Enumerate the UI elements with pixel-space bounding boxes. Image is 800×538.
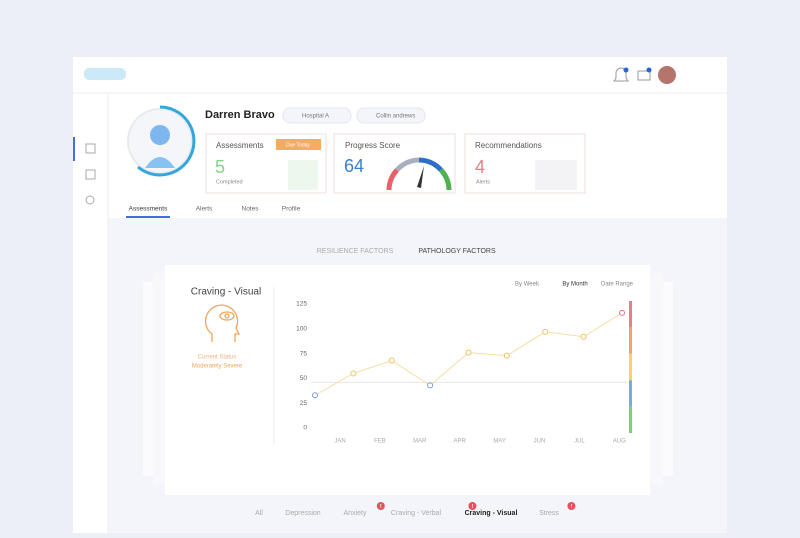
card-caption: Completed: [216, 179, 243, 185]
severity-band: [629, 353, 632, 381]
y-tick-label: 25: [300, 400, 308, 407]
point: [427, 382, 434, 389]
avatar-progress: [137, 105, 196, 177]
avatar-head: [150, 125, 170, 145]
hospital: Hospital A: [302, 114, 329, 120]
factor-tabs: RESILIENCE FACTORS PATHOLOGY FACTORS: [317, 248, 496, 255]
range-option[interactable]: By Week: [515, 282, 540, 288]
y-tick-label: 75: [300, 350, 308, 357]
card-value: 4: [475, 157, 485, 177]
category-tab[interactable]: Depression: [285, 510, 321, 517]
header-icons: [613, 66, 676, 84]
x-tick-label: JAN: [334, 439, 345, 445]
chart-title: Craving - Visual: [191, 287, 261, 298]
x-tick-label: MAY: [493, 439, 506, 445]
factor-tab[interactable]: PATHOLOGY FACTORS: [418, 248, 496, 255]
alert-mark: !: [380, 504, 382, 510]
point: [350, 370, 357, 377]
badge-text: Due Today: [286, 142, 310, 148]
severity-band: [629, 380, 632, 407]
card-title: Recommendations: [475, 141, 542, 150]
plot: By Week By Month Date Range 0 25 50 75 100 125 JA…: [296, 282, 634, 445]
chart-card: [165, 265, 650, 495]
point: [580, 333, 587, 340]
patient-name: Darren Bravo: [205, 109, 275, 121]
x-tick-label: JUN: [534, 439, 546, 445]
alert-mark: !: [471, 504, 473, 510]
tab[interactable]: Alerts: [196, 206, 213, 213]
point: [465, 349, 472, 356]
hospital-chip: [282, 107, 352, 124]
bell-icon[interactable]: [613, 67, 629, 82]
severity-band: [629, 406, 632, 433]
card-caption: Alerts: [476, 179, 490, 185]
bottom-tabs: All Depression Anxiety!Craving - Verbal!Cr…: [255, 502, 576, 517]
tab[interactable]: Notes: [242, 206, 260, 213]
gauge: [386, 157, 452, 191]
factor-tab[interactable]: RESILIENCE FACTORS: [317, 248, 394, 255]
alert-badge: [376, 502, 385, 510]
range-option[interactable]: Date Range: [601, 282, 634, 288]
dot: [623, 67, 629, 73]
dot: [646, 67, 652, 73]
category-tab[interactable]: All: [255, 510, 263, 517]
card-title: Assessments: [216, 141, 264, 150]
tab-underline: [126, 216, 170, 218]
head-icon: [204, 304, 241, 342]
point: [503, 352, 510, 359]
x-tick-label: APR: [454, 439, 467, 445]
illustration: [535, 160, 577, 190]
range-option[interactable]: By Month: [562, 282, 587, 288]
doctor: Collin andrews: [376, 114, 415, 120]
avatar[interactable]: [658, 66, 676, 84]
x-tick-label: JUL: [574, 439, 585, 445]
illustration: [288, 160, 318, 190]
x-tick-label: FEB: [374, 439, 386, 445]
mail-icon[interactable]: [637, 70, 651, 81]
y-tick-label: 125: [296, 301, 307, 308]
status: Moderately Severe: [192, 364, 243, 370]
tab[interactable]: Profile: [282, 206, 301, 213]
severity-band: [629, 301, 632, 328]
card-value: 64: [344, 156, 364, 176]
sidebar-active: [73, 137, 75, 161]
alert-badge: [468, 502, 477, 510]
tabs: Assessments Alerts Notes Profile: [126, 206, 301, 218]
status-label: Current Status: [198, 355, 237, 361]
x-tick-label: AUG: [613, 439, 626, 445]
doctor-chip: [356, 107, 426, 124]
logo: [84, 68, 126, 80]
card-value: 5: [215, 157, 225, 177]
nav-icon[interactable]: [85, 195, 95, 205]
nav-icon[interactable]: [85, 143, 96, 154]
severity-band: [629, 327, 632, 354]
x-tick-label: MAR: [413, 439, 427, 445]
category-tab[interactable]: Craving - Visual: [465, 510, 518, 517]
y-tick-label: 0: [303, 425, 307, 432]
category-tab[interactable]: Anxiety: [344, 510, 367, 517]
badge: [276, 139, 321, 150]
point: [388, 357, 395, 364]
point: [542, 328, 549, 335]
y-tick-label: 50: [300, 375, 308, 382]
point: [619, 309, 625, 316]
point: [312, 392, 318, 399]
card-title: Progress Score: [345, 141, 401, 150]
alert-mark: !: [570, 504, 572, 510]
category-tab[interactable]: Craving - Verbal: [391, 510, 442, 517]
alert-badge: [567, 502, 576, 510]
nav-icon[interactable]: [85, 169, 96, 180]
y-tick-label: 100: [296, 326, 307, 333]
tab[interactable]: Assessments: [129, 206, 168, 213]
avatar-body: [145, 157, 175, 168]
category-tab[interactable]: Stress: [539, 510, 559, 517]
